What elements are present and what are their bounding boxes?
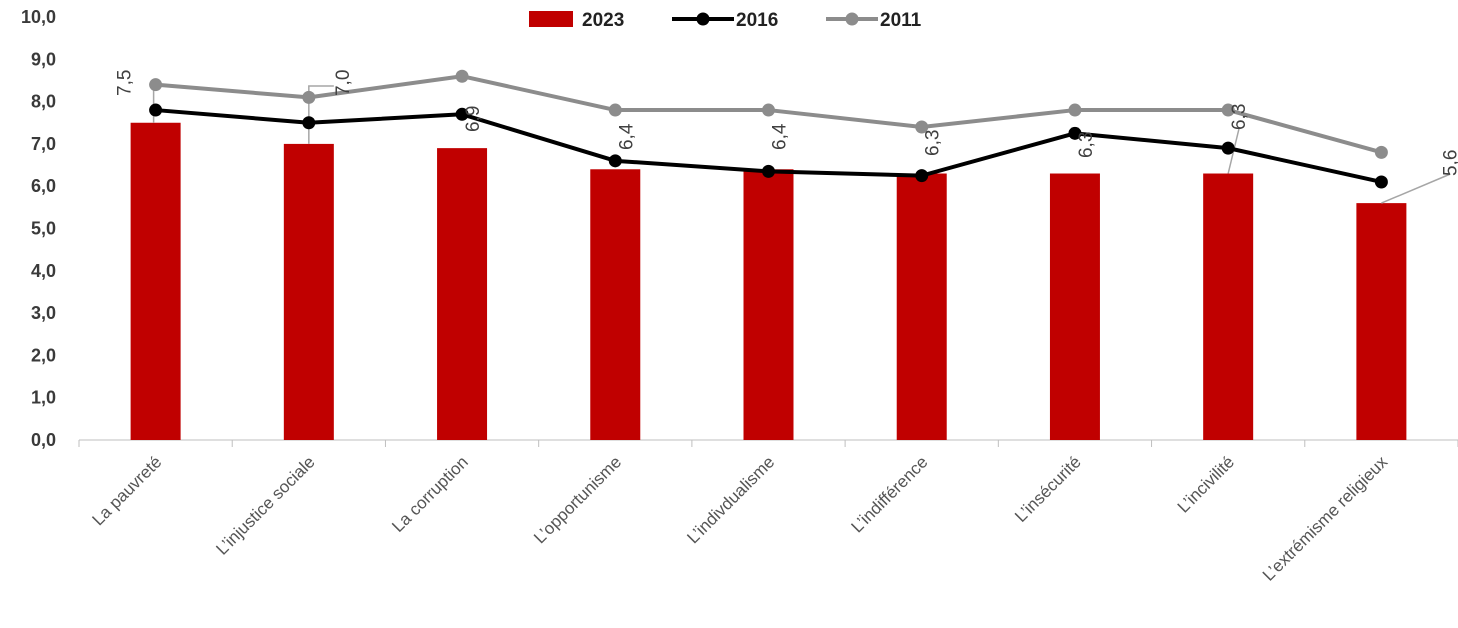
point-2016	[302, 116, 316, 130]
bar-2023	[283, 143, 334, 440]
point-2011	[608, 103, 622, 117]
x-tick-label: L’opportunisme	[530, 452, 625, 547]
bar-2023	[1049, 173, 1100, 440]
legend-label-2023: 2023	[582, 10, 624, 31]
bar-2023	[130, 122, 181, 440]
point-2016	[762, 164, 775, 178]
bar-value-label: 6,3	[923, 130, 944, 156]
y-tick-label: 10,0	[21, 7, 56, 27]
bar-2023	[896, 173, 947, 440]
data-label-leaders	[149, 85, 1451, 204]
bar-value-label: 6,9	[463, 106, 484, 132]
bar-2023	[1356, 203, 1407, 440]
point-2016	[455, 107, 469, 121]
line-series	[149, 69, 1388, 189]
legend-marker-2016	[696, 12, 710, 26]
y-axis: 0,0 1,0 2,0 3,0 4,0 5,0 6,0 7,0 8,0 9,0 10,0	[21, 7, 56, 450]
point-2016	[608, 154, 622, 168]
point-2016	[1374, 175, 1388, 189]
point-2016	[1221, 141, 1235, 155]
x-tick-label: La pauvreté	[89, 452, 166, 529]
legend-swatch-2023	[529, 11, 573, 27]
x-tick-label: L’indifférence	[847, 452, 931, 536]
leader-line	[1381, 173, 1451, 204]
point-2016	[915, 169, 929, 183]
bar-value-label: 6,3	[1229, 104, 1250, 130]
legend: 2023 2016 2011	[529, 10, 922, 31]
bar-value-label: 5,6	[1440, 150, 1458, 176]
y-tick-label: 3,0	[31, 303, 56, 323]
point-2011	[302, 90, 316, 104]
legend-label-2011: 2011	[880, 10, 922, 31]
data-labels: 7,5 7,0 6,9 6,4 6,4 6,3 6,3 6,3 5,6	[115, 70, 1458, 176]
x-tick-label: L’injustice sociale	[212, 452, 318, 558]
y-tick-label: 1,0	[31, 388, 56, 408]
point-2011	[1221, 103, 1235, 117]
point-2011	[762, 103, 775, 117]
point-2016	[149, 103, 163, 117]
y-tick-label: 5,0	[31, 219, 56, 239]
bar-2023	[1203, 173, 1254, 440]
bar-2023	[437, 148, 488, 440]
legend-marker-2011	[845, 12, 859, 26]
y-tick-label: 8,0	[31, 92, 56, 112]
bar-value-label: 6,4	[770, 123, 791, 150]
y-tick-label: 2,0	[31, 345, 56, 365]
x-tick-label: L’insécurité	[1011, 452, 1085, 526]
point-2011	[149, 78, 163, 92]
point-2011	[1374, 145, 1388, 159]
bar-value-label: 7,0	[333, 70, 354, 96]
bar-series-2023	[130, 122, 1407, 440]
legend-label-2016: 2016	[736, 10, 778, 31]
point-2011	[1068, 103, 1082, 117]
x-tick-label: L’extrémisme religieux	[1259, 452, 1392, 585]
bar-2023	[590, 169, 641, 440]
x-axis: La pauvreté L’injustice sociale La corrupt…	[78, 439, 1458, 585]
x-tick-label: L’indivdualisme	[683, 452, 778, 547]
bar-2023	[743, 169, 794, 440]
y-tick-label: 4,0	[31, 261, 56, 281]
bar-value-label: 6,3	[1076, 132, 1097, 158]
y-tick-label: 9,0	[31, 49, 56, 69]
bar-value-label: 7,5	[115, 70, 136, 96]
point-2011	[455, 69, 469, 83]
bar-value-label: 6,4	[616, 123, 637, 150]
y-tick-label: 0,0	[31, 430, 56, 450]
point-2016	[1068, 126, 1082, 140]
point-2011	[915, 120, 929, 134]
y-tick-label: 7,0	[31, 134, 56, 154]
x-tick-label: L’incivilité	[1174, 452, 1238, 516]
x-tick-label: La corruption	[388, 452, 472, 536]
y-tick-label: 6,0	[31, 176, 56, 196]
